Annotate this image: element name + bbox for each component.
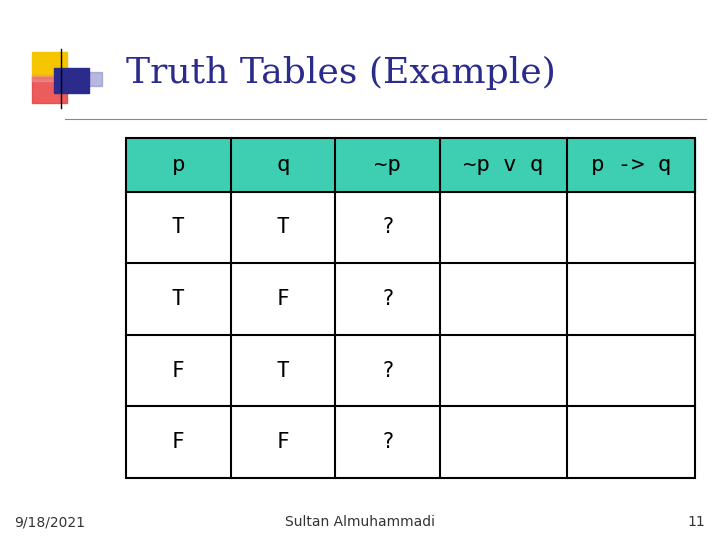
Bar [440, 407, 567, 478]
Bar [440, 192, 567, 263]
Bar [126, 138, 695, 478]
Bar [335, 407, 440, 478]
Bar [440, 335, 567, 406]
Text: T: T [276, 361, 289, 381]
Bar [230, 138, 335, 192]
Text: p -> q: p -> q [591, 154, 671, 175]
Text: 9/18/2021: 9/18/2021 [14, 515, 86, 529]
Text: ~p: ~p [374, 154, 401, 175]
Bar [230, 264, 335, 335]
Text: 11: 11 [688, 515, 706, 529]
Bar [335, 138, 440, 192]
Text: T: T [172, 218, 184, 238]
Bar [567, 264, 695, 335]
Bar [567, 407, 695, 478]
Text: ?: ? [381, 432, 394, 452]
Text: ?: ? [381, 289, 394, 309]
Bar [126, 335, 230, 406]
Bar [126, 264, 230, 335]
Bar [230, 192, 335, 263]
Text: ?: ? [381, 361, 394, 381]
Bar [567, 192, 695, 263]
Text: q: q [276, 154, 289, 175]
Bar [440, 264, 567, 335]
Bar [440, 138, 567, 192]
Bar [335, 192, 440, 263]
Bar [335, 264, 440, 335]
Bar [567, 138, 695, 192]
Text: F: F [276, 432, 289, 452]
Bar [126, 138, 230, 192]
Bar [32, 52, 67, 78]
Bar [230, 335, 335, 406]
Bar [54, 68, 89, 93]
Text: p: p [171, 154, 185, 175]
Text: F: F [172, 361, 184, 381]
Text: Sultan Almuhammadi: Sultan Almuhammadi [285, 515, 435, 529]
Bar [126, 407, 230, 478]
Text: T: T [276, 218, 289, 238]
Text: ?: ? [381, 218, 394, 238]
Text: Truth Tables (Example): Truth Tables (Example) [126, 56, 556, 90]
Bar [335, 335, 440, 406]
Text: T: T [172, 289, 184, 309]
Bar [230, 407, 335, 478]
Bar [126, 192, 230, 263]
Text: F: F [172, 432, 184, 452]
Bar [567, 335, 695, 406]
Bar [79, 72, 102, 86]
Text: ~p v q: ~p v q [464, 154, 544, 175]
Text: F: F [276, 289, 289, 309]
Bar [32, 77, 67, 103]
Bar [32, 75, 53, 81]
